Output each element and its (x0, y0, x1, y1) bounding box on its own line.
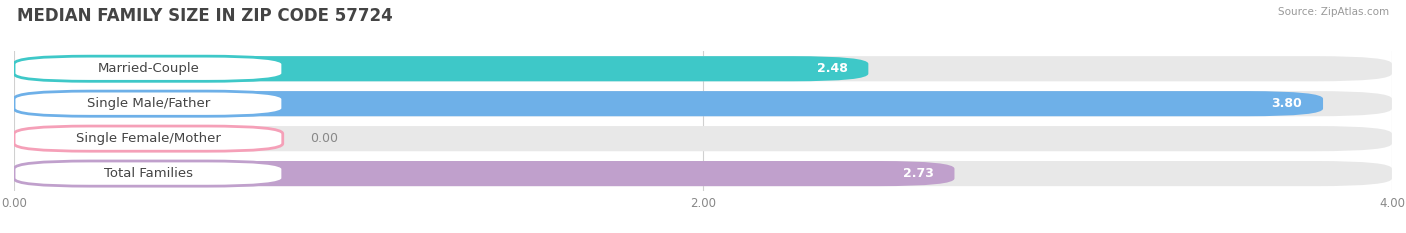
FancyBboxPatch shape (14, 91, 1323, 116)
FancyBboxPatch shape (14, 56, 283, 81)
Text: Total Families: Total Families (104, 167, 193, 180)
FancyBboxPatch shape (14, 161, 1392, 186)
FancyBboxPatch shape (14, 56, 869, 81)
Text: 3.80: 3.80 (1271, 97, 1302, 110)
FancyBboxPatch shape (14, 126, 283, 151)
Text: 0.00: 0.00 (311, 132, 339, 145)
FancyBboxPatch shape (14, 91, 283, 116)
Text: 2.73: 2.73 (903, 167, 934, 180)
FancyBboxPatch shape (14, 161, 955, 186)
Text: 2.48: 2.48 (817, 62, 848, 75)
FancyBboxPatch shape (14, 91, 1392, 116)
Text: Married-Couple: Married-Couple (97, 62, 200, 75)
FancyBboxPatch shape (14, 161, 283, 186)
Text: Source: ZipAtlas.com: Source: ZipAtlas.com (1278, 7, 1389, 17)
FancyBboxPatch shape (14, 126, 1392, 151)
Text: Single Male/Father: Single Male/Father (87, 97, 209, 110)
Text: MEDIAN FAMILY SIZE IN ZIP CODE 57724: MEDIAN FAMILY SIZE IN ZIP CODE 57724 (17, 7, 392, 25)
FancyBboxPatch shape (14, 56, 1392, 81)
Text: Single Female/Mother: Single Female/Mother (76, 132, 221, 145)
